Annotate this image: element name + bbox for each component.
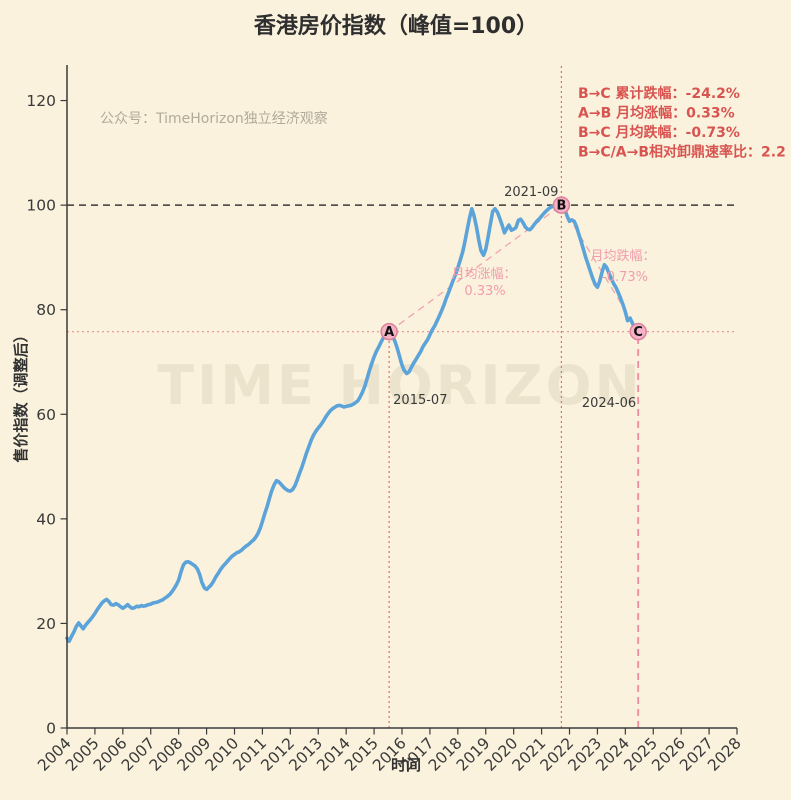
y-tick-label: 40 [36,510,56,528]
annotation-monthly-rise-label: 月均涨幅： [451,267,516,282]
point-letter-c: C [633,325,643,340]
x-tick-label: 2028 [704,734,745,775]
stats-line-monthly-rise: A→B 月均涨幅：0.33% [578,105,735,122]
plot-layer: 0204060801001202004200520062007200820092… [26,65,745,775]
point-marker-c [629,322,647,341]
date-label-b: 2021-09 [504,185,558,200]
annotation-monthly-rise-value: 0.33% [464,284,505,299]
chart-title: 香港房价指数（峰值=100） [254,13,538,39]
y-tick-label: 0 [46,720,56,738]
annotation-monthly-fall-value: -0.73% [602,270,648,285]
x-axis-label: 时间 [391,756,421,774]
stats-line-cumulative-drop: B→C 累计跌幅：-24.2% [578,85,740,102]
y-axis-label: 售价指数（调整后） [12,327,30,462]
watermark-layer: TIME HORIZON 公众号：TimeHorizon独立经济观察 [100,110,642,417]
point-marker-b [552,196,571,214]
label-layer: 香港房价指数（峰值=100） B→C 累计跌幅：-24.2% A→B 月均涨幅：… [12,13,786,774]
account-watermark: 公众号：TimeHorizon独立经济观察 [100,110,328,127]
date-label-a: 2015-07 [393,393,447,408]
y-tick-label: 80 [36,301,56,319]
y-tick-label: 60 [36,406,56,424]
y-tick-label: 20 [36,615,56,633]
price-line [65,203,640,643]
y-tick-label: 120 [26,92,56,110]
point-letter-b: B [556,199,566,214]
point-marker-a [380,322,398,341]
point-letter-a: A [384,325,394,340]
stats-line-relative-ratio: B→C/A→B相对卸鼎速率比：2.2 [578,144,786,161]
stats-line-monthly-drop: B→C 月均跌幅：-0.73% [578,124,740,141]
annotation-monthly-fall-label: 月均跌幅： [590,248,655,264]
y-tick-label: 100 [26,197,56,215]
brand-watermark: TIME HORIZON [157,354,642,417]
date-label-c: 2024-06 [582,396,636,411]
